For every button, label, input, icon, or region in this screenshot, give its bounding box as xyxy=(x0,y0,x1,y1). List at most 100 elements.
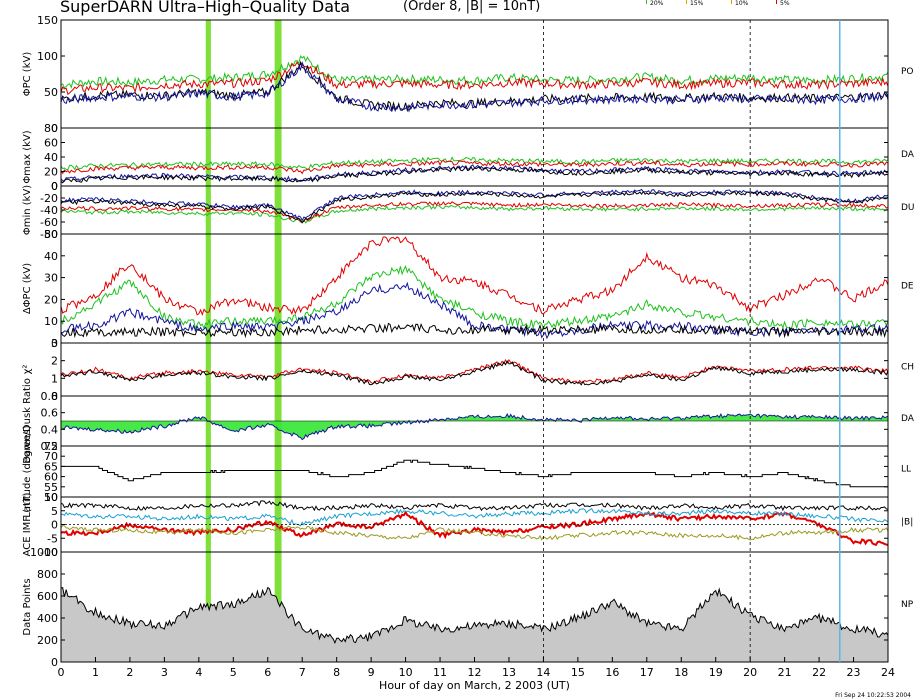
panel-frame xyxy=(60,19,889,129)
series-line xyxy=(60,204,889,224)
panel-frame xyxy=(60,233,889,344)
panel-right-label: |B| xyxy=(901,518,913,528)
y-tick-label: 0 xyxy=(51,122,58,135)
y-tick-label: 40 xyxy=(44,151,58,164)
x-tick-label: 12 xyxy=(468,666,482,679)
x-tick-label: 10 xyxy=(399,666,413,679)
series-line xyxy=(60,524,889,541)
legend-item: 5% xyxy=(776,0,790,7)
y-tick-label: 20 xyxy=(44,166,58,179)
y-axis-label: Data Points xyxy=(22,578,33,635)
series-line xyxy=(60,159,889,175)
y-axis-label: Φmax (kV) xyxy=(22,130,33,183)
y-axis-label: ACE IMF (nT) xyxy=(22,492,33,556)
y-tick-label: 10 xyxy=(44,491,58,504)
x-tick-label: 6 xyxy=(264,666,271,679)
y-tick-label: -20 xyxy=(40,192,58,205)
x-tick-label: 15 xyxy=(571,666,585,679)
panel-right-label: DU xyxy=(901,203,915,213)
series-line xyxy=(60,61,889,113)
x-tick-label: 14 xyxy=(536,666,550,679)
y-tick-label: 400 xyxy=(37,612,58,625)
series-line xyxy=(60,166,889,184)
y-tick-label: 65 xyxy=(44,460,58,473)
y-tick-label: 1000 xyxy=(30,546,58,559)
series-line xyxy=(60,264,889,331)
panel-right-label: PO xyxy=(901,67,914,77)
y-axis-label: Φmin (kV) xyxy=(22,185,33,235)
x-axis-label: Hour of day on March, 2 2003 (UT) xyxy=(379,679,570,692)
y-tick-label: 60 xyxy=(44,471,58,484)
y-axis-label: Dawn/Dusk Ratio xyxy=(22,378,33,464)
x-tick-label: 21 xyxy=(778,666,792,679)
y-tick-label: 0.6 xyxy=(41,407,59,420)
x-tick-label: 5 xyxy=(230,666,237,679)
series-area xyxy=(61,587,888,662)
legend-item: 20% xyxy=(646,0,663,7)
legend-swatch xyxy=(646,0,647,4)
series-line xyxy=(60,236,889,317)
x-tick-label: 0 xyxy=(58,666,65,679)
x-tick-label: 22 xyxy=(812,666,826,679)
x-tick-label: 9 xyxy=(368,666,375,679)
y-tick-label: 40 xyxy=(44,250,58,263)
y-tick-label: 3 xyxy=(51,337,58,350)
legend-label: 15% xyxy=(690,0,704,7)
legend-swatch xyxy=(686,0,687,4)
x-tick-label: 2 xyxy=(126,666,133,679)
x-tick-label: 8 xyxy=(333,666,340,679)
y-tick-label: -10 xyxy=(40,546,58,559)
legend-item: 15% xyxy=(686,0,704,7)
y-tick-label: 60 xyxy=(44,137,58,150)
legend-item: 10% xyxy=(731,0,749,7)
x-tick-label: 20 xyxy=(743,666,757,679)
x-tick-label: 16 xyxy=(605,666,619,679)
y-tick-label: 200 xyxy=(37,634,58,647)
panel-right-label: LL xyxy=(901,465,911,475)
y-axis-label: Latitude (degrees) xyxy=(22,425,33,517)
x-tick-label: 4 xyxy=(195,666,202,679)
y-tick-label: 0 xyxy=(51,656,58,669)
panel-frame xyxy=(60,445,889,498)
y-tick-label: 80 xyxy=(44,122,58,135)
panel-right-label: NP xyxy=(901,600,914,610)
x-tick-label: 13 xyxy=(502,666,516,679)
timestamp: Fri Sep 24 10:22:53 2004 xyxy=(835,692,911,699)
x-tick-label: 18 xyxy=(674,666,688,679)
x-tick-label: 7 xyxy=(299,666,306,679)
panel-right-label: DA xyxy=(901,150,915,160)
y-tick-label: 0 xyxy=(51,337,58,350)
y-tick-label: 10 xyxy=(44,315,58,328)
y-axis-label: ΔΦPC (kV) xyxy=(22,263,33,314)
panel-right-label: DA xyxy=(901,414,915,424)
legend-swatch xyxy=(731,0,732,4)
chart-subtitle: (Order 8, |B| = 10nT) xyxy=(403,0,541,14)
y-tick-label: 1 xyxy=(51,372,58,385)
x-tick-label: 17 xyxy=(640,666,654,679)
series-line xyxy=(61,459,888,488)
chart-title: SuperDARN Ultra–High–Quality Data xyxy=(60,0,351,16)
x-tick-label: 1 xyxy=(92,666,99,679)
x-tick-label: 3 xyxy=(161,666,168,679)
y-tick-label: 75 xyxy=(44,440,58,453)
y-tick-label: 50 xyxy=(44,86,58,99)
y-tick-label: -60 xyxy=(40,216,58,229)
x-tick-label: 19 xyxy=(709,666,723,679)
x-tick-label: 23 xyxy=(847,666,861,679)
y-tick-label: 0 xyxy=(51,390,58,403)
y-tick-label: 0 xyxy=(51,519,58,532)
x-tick-label: 24 xyxy=(881,666,895,679)
y-tick-label: 0.8 xyxy=(41,390,59,403)
y-tick-label: 800 xyxy=(37,568,58,581)
highlight-band xyxy=(205,20,211,662)
series-line xyxy=(60,60,889,113)
y-tick-label: -80 xyxy=(40,228,58,241)
y-tick-label: 0.2 xyxy=(41,440,59,453)
y-tick-label: 600 xyxy=(37,590,58,603)
y-tick-label: 100 xyxy=(37,50,58,63)
panel-right-label: CH xyxy=(901,363,914,373)
y-tick-label: 0 xyxy=(51,180,58,193)
series-line xyxy=(60,510,889,547)
legend-label: 10% xyxy=(735,0,749,7)
